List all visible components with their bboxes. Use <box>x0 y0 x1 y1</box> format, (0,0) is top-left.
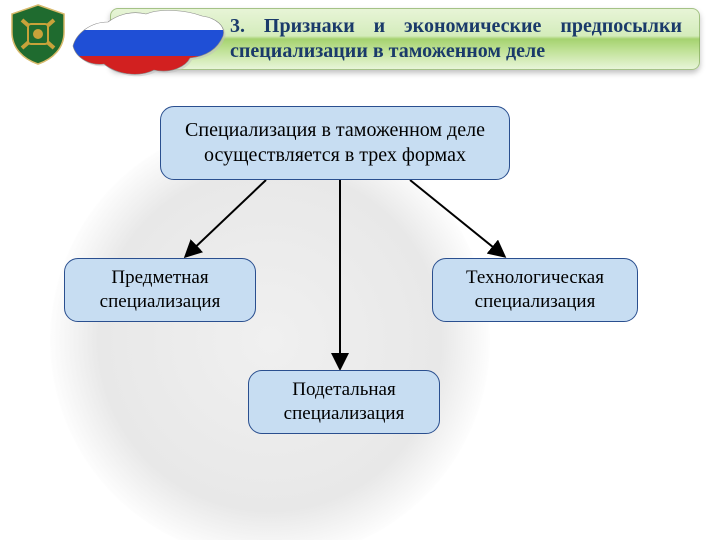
diagram-root-node: Специализация в таможенном деле осуществ… <box>160 106 510 180</box>
diagram-node-left: Предметная специализация <box>64 258 256 322</box>
diagram-node-center: Подетальная специализация <box>248 370 440 434</box>
russia-map-icon <box>68 4 228 82</box>
background-circle <box>50 120 490 540</box>
diagram-node-right: Технологическая специализация <box>432 258 638 322</box>
customs-emblem-icon <box>6 2 70 66</box>
slide: 3. Признаки и экономические предпосылки … <box>0 0 720 540</box>
